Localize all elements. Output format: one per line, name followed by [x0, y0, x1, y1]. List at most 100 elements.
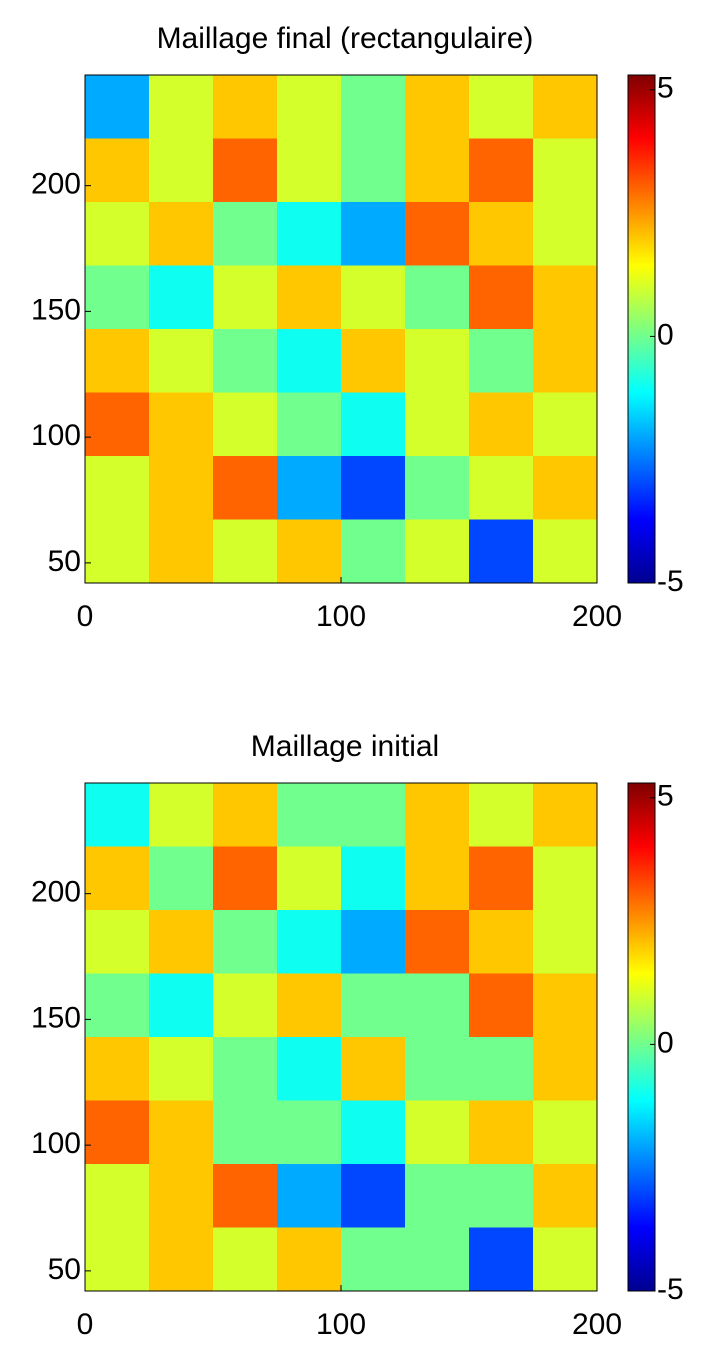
- heatmap-cell: [533, 265, 598, 330]
- heatmap-cell: [277, 138, 342, 203]
- heatmap-cell: [405, 1100, 470, 1165]
- chart-title: Maillage initial: [251, 730, 439, 763]
- x-tick-label: 100: [316, 600, 366, 633]
- heatmap-cell: [85, 329, 150, 393]
- heatmap-cell: [213, 910, 278, 974]
- heatmap-cell: [533, 973, 598, 1038]
- heatmap-cell: [405, 202, 470, 266]
- heatmap-cell: [213, 1164, 278, 1228]
- colorbar-tick-label: -5: [657, 565, 684, 598]
- heatmap-cell: [85, 1037, 150, 1101]
- heatmap-cell: [277, 783, 342, 847]
- heatmap-cell: [469, 392, 534, 457]
- y-tick-label: 200: [31, 876, 81, 909]
- heatmap-cell: [149, 329, 214, 393]
- heatmap-cell: [341, 75, 406, 139]
- heatmap-cell: [277, 1164, 342, 1228]
- heatmap-cell: [533, 456, 598, 520]
- heatmap-cell: [533, 1164, 598, 1228]
- x-tick-label: 0: [77, 1308, 94, 1341]
- heatmap-cell: [149, 202, 214, 266]
- heatmap-cell: [341, 846, 406, 911]
- heatmap-cell: [149, 1037, 214, 1101]
- chart-title: Maillage final (rectangulaire): [157, 22, 534, 55]
- heatmap-cell: [405, 783, 470, 847]
- y-tick-label: 100: [31, 419, 81, 452]
- heatmap-cell: [149, 456, 214, 520]
- heatmap-cell: [405, 519, 470, 584]
- heatmap-cell: [213, 783, 278, 847]
- heatmap-cell: [405, 265, 470, 330]
- heatmap-cell: [341, 1100, 406, 1165]
- heatmap-cell: [469, 1100, 534, 1165]
- heatmap-cell: [85, 910, 150, 974]
- heatmap-cell: [469, 456, 534, 520]
- heatmap-cell: [213, 1100, 278, 1165]
- heatmap-cell: [533, 75, 598, 139]
- heatmap-cell: [405, 1164, 470, 1228]
- heatmap-cell: [85, 1227, 150, 1292]
- heatmap-cell: [341, 138, 406, 203]
- heatmap-cell: [213, 519, 278, 584]
- heatmap-cell: [277, 1037, 342, 1101]
- heatmap-cell: [405, 1037, 470, 1101]
- heatmap-cell: [341, 783, 406, 847]
- heatmap-cell: [213, 1037, 278, 1101]
- heatmap-cell: [405, 329, 470, 393]
- heatmap-cell: [149, 138, 214, 203]
- heatmap-cell: [533, 910, 598, 974]
- heatmap-cell: [277, 202, 342, 266]
- heatmap-cell: [341, 1037, 406, 1101]
- heatmap-cell: [341, 910, 406, 974]
- heatmap-cell: [533, 329, 598, 393]
- heatmap-cell: [533, 846, 598, 911]
- heatmap-cell: [405, 910, 470, 974]
- heatmap-cell: [533, 202, 598, 266]
- heatmap-cell: [469, 265, 534, 330]
- heatmap-cell: [85, 265, 150, 330]
- heatmap-cell: [341, 392, 406, 457]
- heatmap-cell: [277, 329, 342, 393]
- heatmap-cell: [469, 329, 534, 393]
- heatmap-cell: [469, 783, 534, 847]
- heatmap-cell: [277, 392, 342, 457]
- heatmap-cell: [341, 973, 406, 1038]
- heatmap-cell: [213, 138, 278, 203]
- heatmap-cell: [149, 75, 214, 139]
- heatmap-cell: [533, 519, 598, 584]
- heatmap-cell: [213, 392, 278, 457]
- heatmap-cell: [405, 1227, 470, 1292]
- heatmap-cell: [213, 973, 278, 1038]
- heatmap-cell: [341, 202, 406, 266]
- heatmap-cell: [277, 456, 342, 520]
- heatmap-cell: [405, 392, 470, 457]
- heatmap-cell: [469, 1037, 534, 1101]
- heatmap-cell: [341, 456, 406, 520]
- heatmap-cell: [533, 1037, 598, 1101]
- heatmap-cell: [533, 783, 598, 847]
- heatmap-cell: [469, 846, 534, 911]
- colorbar-tick-label: 5: [657, 780, 674, 813]
- heatmap-cell: [469, 1227, 534, 1292]
- heatmap-cell: [405, 456, 470, 520]
- heatmap-cell: [533, 1100, 598, 1165]
- x-tick-label: 100: [316, 1308, 366, 1341]
- heatmap-cell: [149, 973, 214, 1038]
- heatmap-cell: [213, 456, 278, 520]
- colorbar-tick-label: 0: [657, 1026, 674, 1059]
- heatmap-cell: [277, 846, 342, 911]
- heatmap-cell: [341, 1164, 406, 1228]
- heatmap-cell: [277, 75, 342, 139]
- y-tick-label: 50: [48, 545, 81, 578]
- heatmap-cell: [85, 456, 150, 520]
- heatmap-cell: [149, 1100, 214, 1165]
- heatmap-cell: [405, 75, 470, 139]
- heatmap-cell: [341, 265, 406, 330]
- colorbar-tick-label: -5: [657, 1273, 684, 1306]
- heatmap-cell: [213, 265, 278, 330]
- heatmap-cell: [85, 75, 150, 139]
- heatmap-cell: [469, 75, 534, 139]
- colorbar: [627, 74, 656, 584]
- heatmap-cell: [341, 1227, 406, 1292]
